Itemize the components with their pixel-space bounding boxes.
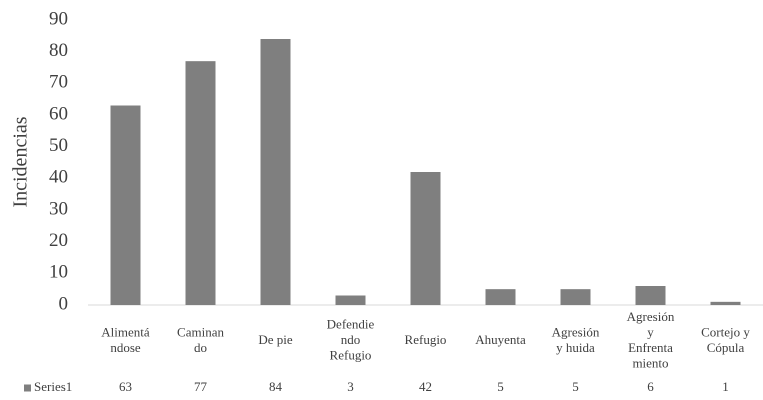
y-tick-label: 20 <box>49 230 68 251</box>
x-tick-label: Refugio <box>405 332 447 347</box>
bar <box>635 286 666 305</box>
y-tick-label: 0 <box>59 293 69 314</box>
y-tick-label: 60 <box>49 103 68 124</box>
table-cell: 84 <box>269 379 283 394</box>
y-tick-label: 10 <box>49 262 68 283</box>
legend-swatch <box>24 384 31 392</box>
x-tick-label: Defendie ndo Refugio <box>327 316 375 362</box>
bar <box>560 289 591 305</box>
x-tick-label: Ahuyenta <box>475 332 526 347</box>
bar <box>410 172 441 305</box>
table-cell: 3 <box>347 379 354 394</box>
x-tick-label: De pie <box>258 332 293 347</box>
y-tick-label: 30 <box>49 198 68 219</box>
bar <box>260 39 291 305</box>
bar <box>485 289 516 305</box>
y-axis-title: Incidencias <box>10 116 32 207</box>
y-tick-label: 90 <box>49 8 68 29</box>
table-cell: 5 <box>572 379 579 394</box>
table-cell: 1 <box>722 379 729 394</box>
bar <box>185 61 216 305</box>
x-tick-label: Agresión y huida <box>552 324 600 355</box>
y-tick-label: 40 <box>49 167 68 188</box>
y-tick-label: 50 <box>49 135 68 156</box>
bar <box>335 295 366 305</box>
table-cell: 6 <box>647 379 654 394</box>
bar <box>710 301 741 305</box>
table-cell: 5 <box>497 379 504 394</box>
bar <box>110 105 141 305</box>
legend-label: Series1 <box>34 379 72 394</box>
x-tick-label: Cortejo y Cópula <box>701 324 750 355</box>
table-cell: 42 <box>419 379 432 394</box>
table-cell: 63 <box>119 379 132 394</box>
x-tick-label: Alimentá ndose <box>101 324 150 355</box>
x-tick-label: Agresión y Enfrenta miento <box>627 309 675 371</box>
table-cell: 77 <box>194 379 208 394</box>
x-tick-label: Caminan do <box>177 324 224 355</box>
y-tick-label: 70 <box>49 72 68 93</box>
y-tick-label: 80 <box>49 40 68 61</box>
